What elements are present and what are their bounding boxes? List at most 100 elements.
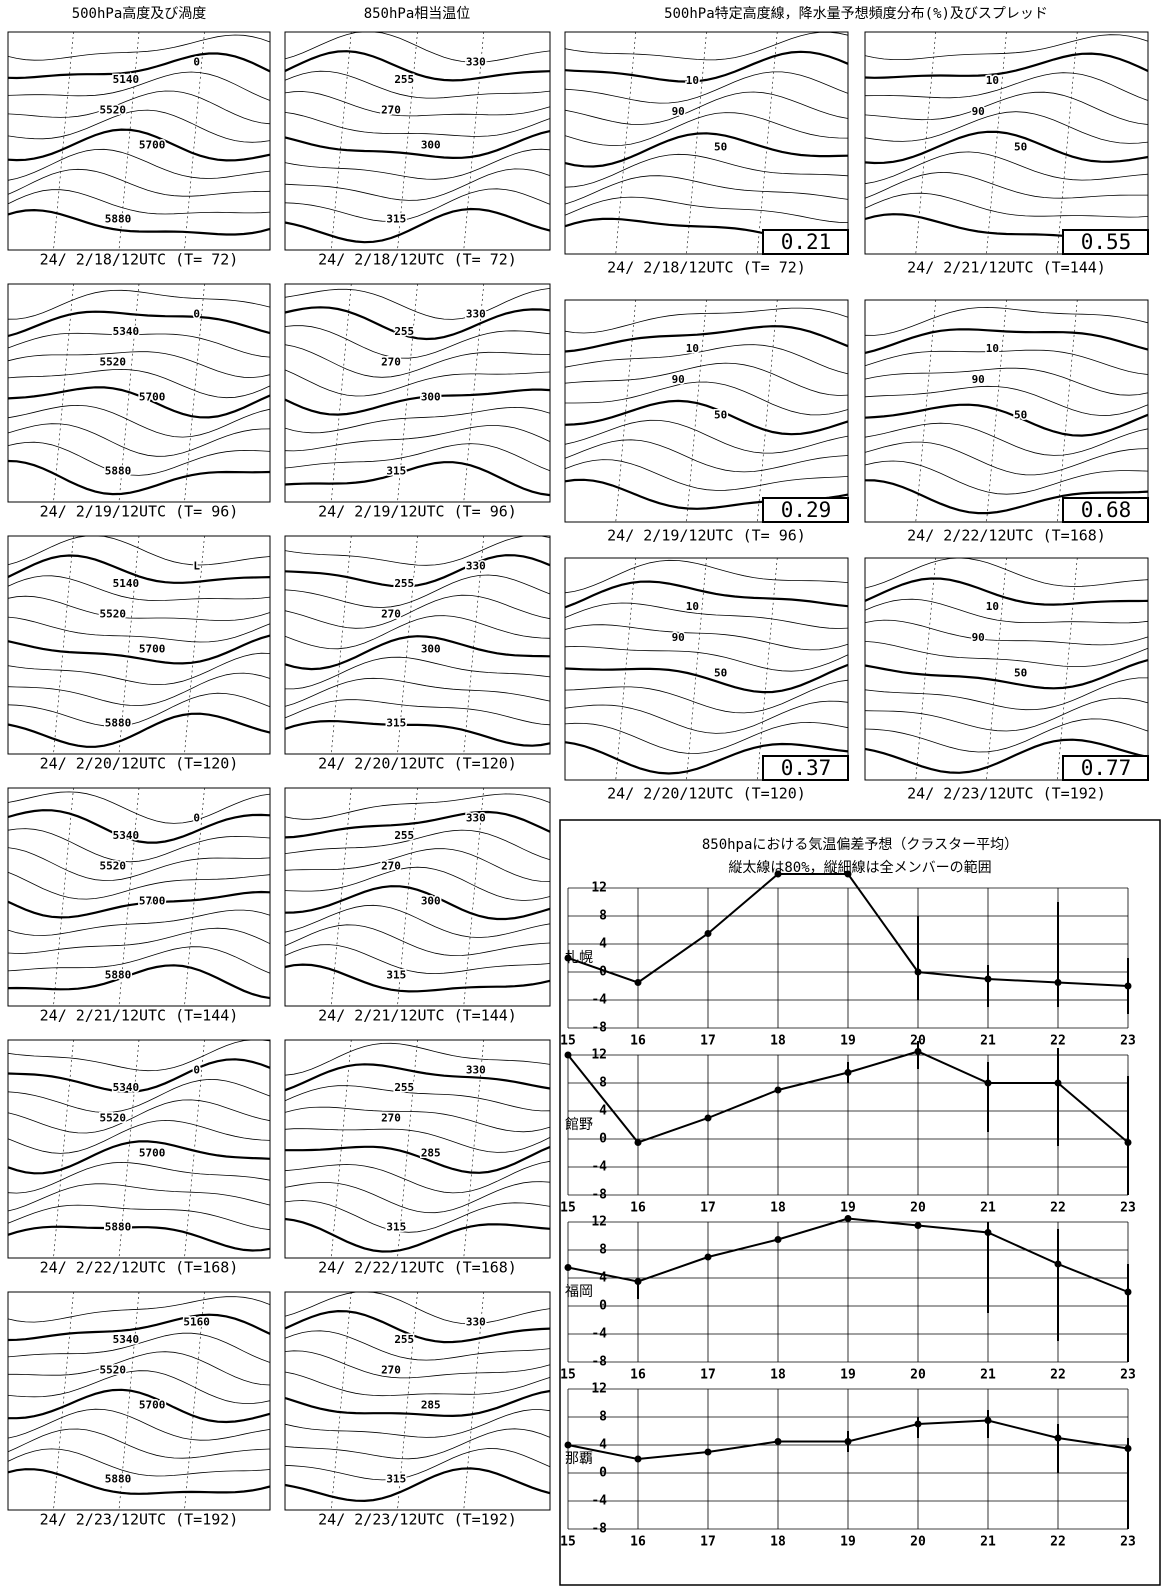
spread-box	[762, 229, 849, 255]
x-tick-label: 21	[980, 1034, 996, 1049]
map-caption: 24/ 2/21/12UTC (T=144)	[318, 1007, 517, 1025]
y-tick-label: 12	[591, 1382, 607, 1397]
x-tick-label: 19	[840, 1034, 856, 1049]
y-tick-label: -8	[591, 1188, 607, 1203]
contour	[284, 207, 551, 244]
spread-box	[762, 497, 849, 523]
chart-subtitle: 縦太線は80%，縦細線は全メンバーの範囲	[728, 859, 991, 876]
y-tick-label: 8	[599, 909, 607, 924]
contour-label: 330	[466, 308, 486, 321]
contour	[564, 741, 849, 775]
contour	[7, 871, 271, 900]
contour-label: 255	[394, 1081, 414, 1094]
contour-label: 50	[714, 666, 727, 679]
mean-point	[844, 1438, 852, 1445]
y-tick-label: -4	[591, 1494, 607, 1509]
graticule	[463, 31, 485, 251]
contour	[7, 1140, 271, 1175]
x-tick-label: 18	[770, 1368, 786, 1383]
map-frame	[284, 787, 551, 1007]
contour	[284, 1330, 551, 1361]
graticule	[330, 535, 352, 755]
graticule	[184, 535, 205, 755]
contour	[564, 91, 849, 125]
mean-point	[914, 968, 922, 976]
graticule	[615, 557, 637, 781]
mean-point	[564, 954, 572, 962]
spread-box	[1062, 755, 1149, 781]
graticule	[397, 787, 418, 1007]
contour	[564, 71, 849, 104]
x-tick-label: 18	[770, 1535, 786, 1550]
mean-point	[634, 1455, 642, 1463]
contour	[864, 130, 1149, 165]
contour-label: L	[193, 560, 200, 573]
graticule	[184, 283, 205, 503]
graticule	[330, 787, 352, 1007]
contour-label: 10	[686, 600, 699, 613]
contour	[7, 310, 271, 338]
contour	[7, 909, 271, 936]
contour	[7, 208, 271, 236]
x-tick-label: 23	[1120, 1201, 1136, 1216]
y-tick-label: 0	[599, 1132, 607, 1147]
contour-label: 315	[386, 1472, 406, 1485]
map-frame	[284, 1291, 551, 1511]
mean-point	[1124, 1139, 1132, 1146]
contour	[864, 72, 1149, 101]
contour	[284, 288, 551, 320]
contour-label: 285	[421, 1398, 441, 1411]
contour	[7, 828, 271, 863]
mean-point	[564, 1441, 572, 1449]
contour	[564, 307, 849, 334]
contour	[864, 385, 1149, 416]
contour	[564, 439, 849, 473]
contour	[284, 50, 551, 82]
contour	[564, 419, 849, 454]
map-caption: 24/ 2/18/12UTC (T= 72)	[607, 259, 806, 277]
graticule	[184, 787, 205, 1007]
graticule	[397, 535, 418, 755]
contour	[7, 575, 271, 601]
station-name: 札幌	[565, 950, 593, 966]
map-caption: 24/ 2/22/12UTC (T=168)	[40, 1259, 239, 1277]
graticule	[986, 299, 1007, 523]
contour-label: 5340	[113, 829, 140, 842]
graticule	[463, 1039, 485, 1259]
mean-point	[914, 1420, 922, 1428]
contour-label: 5340	[113, 1333, 140, 1346]
contour	[284, 148, 551, 180]
map-frame	[284, 283, 551, 503]
contour	[284, 91, 551, 117]
map-caption: 24/ 2/21/12UTC (T=144)	[40, 1007, 239, 1025]
contour	[284, 1128, 551, 1153]
contour-label: 330	[466, 1316, 486, 1329]
contour	[564, 50, 849, 83]
contour	[864, 349, 1149, 375]
contour	[564, 721, 849, 754]
contour	[564, 580, 849, 609]
contour	[564, 679, 849, 714]
contour	[284, 1217, 551, 1253]
graticule	[915, 31, 937, 255]
map-caption: 24/ 2/23/12UTC (T=192)	[318, 1511, 517, 1529]
contour	[7, 168, 271, 197]
graticule	[184, 1039, 205, 1259]
x-tick-label: 20	[910, 1535, 926, 1550]
station-name: 那覇	[565, 1451, 593, 1467]
contour	[564, 344, 849, 375]
y-tick-label: 12	[591, 1215, 607, 1230]
x-tick-label: 16	[630, 1034, 646, 1049]
contour	[864, 677, 1148, 711]
x-tick-label: 21	[980, 1535, 996, 1550]
contour	[564, 325, 849, 353]
station-name: 福岡	[565, 1284, 593, 1300]
contour-label: 90	[672, 373, 685, 386]
contour	[864, 697, 1149, 732]
graticule	[53, 1291, 74, 1511]
contour	[564, 399, 849, 436]
y-tick-label: 0	[599, 1466, 607, 1481]
contour	[284, 677, 551, 707]
contour	[864, 738, 1149, 774]
contour	[284, 306, 551, 341]
